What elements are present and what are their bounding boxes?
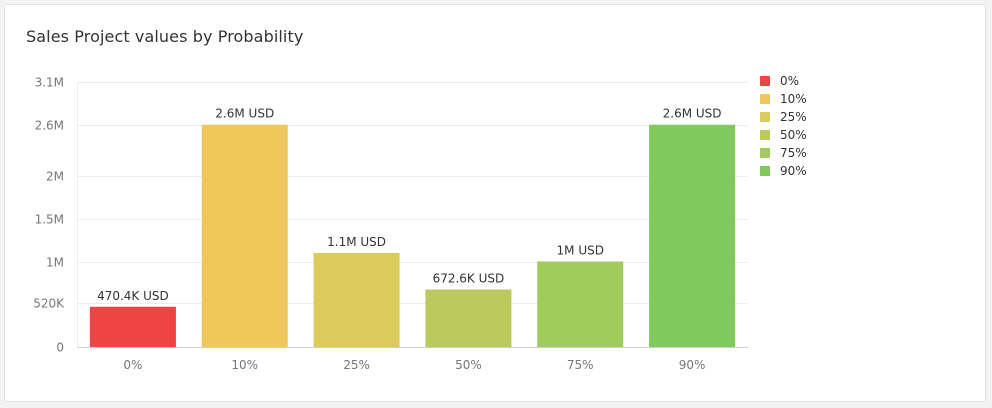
legend-label: 90%: [780, 164, 807, 178]
y-tick-label: 3.1M: [35, 76, 64, 90]
bar: [425, 289, 512, 347]
data-label: 1M USD: [557, 244, 604, 258]
legend-swatch: [760, 94, 770, 104]
legend-label: 75%: [780, 146, 807, 160]
y-tick-label: 1.5M: [35, 213, 64, 227]
legend-swatch: [760, 130, 770, 140]
bar: [313, 252, 400, 347]
bar: [201, 124, 288, 347]
data-label: 2.6M USD: [215, 107, 274, 121]
legend-label: 10%: [780, 92, 807, 106]
data-label: 470.4K USD: [97, 289, 169, 303]
legend-swatch: [760, 148, 770, 158]
y-tick-label: 520K: [33, 297, 65, 311]
legend-label: 25%: [780, 110, 807, 124]
y-tick-label: 2.6M: [35, 119, 64, 133]
x-tick-label: 25%: [343, 358, 370, 372]
legend-item[interactable]: 75%: [760, 144, 807, 162]
data-label: 2.6M USD: [663, 107, 722, 121]
legend-swatch: [760, 166, 770, 176]
legend-item[interactable]: 10%: [760, 90, 807, 108]
bar: [649, 124, 736, 347]
legend-swatch: [760, 112, 770, 122]
data-label: 1.1M USD: [327, 235, 386, 249]
x-tick-label: 75%: [567, 358, 594, 372]
legend-item[interactable]: 50%: [760, 126, 807, 144]
x-tick-label: 0%: [123, 358, 142, 372]
y-tick-label: 2M: [46, 170, 64, 184]
x-tick-label: 90%: [679, 358, 706, 372]
chart-title: Sales Project values by Probability: [26, 27, 304, 46]
legend-item[interactable]: 90%: [760, 162, 807, 180]
data-label: 672.6K USD: [433, 272, 505, 286]
legend-swatch: [760, 76, 770, 86]
x-tick-label: 10%: [231, 358, 258, 372]
bar: [537, 261, 624, 347]
y-tick-label: 0: [56, 341, 64, 355]
x-tick-label: 50%: [455, 358, 482, 372]
bar: [89, 306, 176, 347]
y-tick-label: 1M: [46, 256, 64, 270]
legend-label: 50%: [780, 128, 807, 142]
legend-item[interactable]: 25%: [760, 108, 807, 126]
legend-label: 0%: [780, 74, 800, 88]
legend-item[interactable]: 0%: [760, 72, 807, 90]
chart-legend: 0% 10% 25% 50% 75% 90%: [760, 72, 807, 180]
